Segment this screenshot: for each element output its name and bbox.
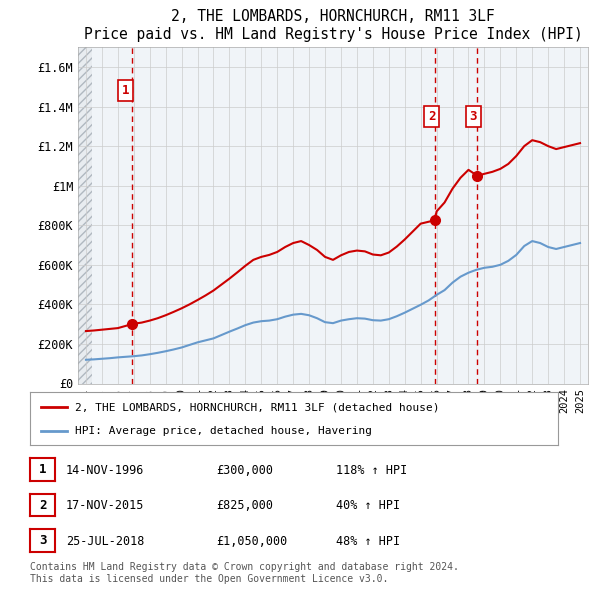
- Text: 3: 3: [470, 110, 477, 123]
- Text: 2, THE LOMBARDS, HORNCHURCH, RM11 3LF (detached house): 2, THE LOMBARDS, HORNCHURCH, RM11 3LF (d…: [75, 402, 439, 412]
- Title: 2, THE LOMBARDS, HORNCHURCH, RM11 3LF
Price paid vs. HM Land Registry's House Pr: 2, THE LOMBARDS, HORNCHURCH, RM11 3LF Pr…: [83, 9, 583, 42]
- Text: 2: 2: [428, 110, 436, 123]
- Text: 2: 2: [39, 499, 46, 512]
- Text: £825,000: £825,000: [216, 499, 273, 512]
- Text: 14-NOV-1996: 14-NOV-1996: [66, 464, 145, 477]
- Text: HPI: Average price, detached house, Havering: HPI: Average price, detached house, Have…: [83, 425, 380, 435]
- Text: 1: 1: [122, 84, 130, 97]
- Text: 3: 3: [39, 534, 46, 547]
- Text: £300,000: £300,000: [216, 464, 273, 477]
- Text: 40% ↑ HPI: 40% ↑ HPI: [336, 499, 400, 512]
- Text: 2, THE LOMBARDS, HORNCHURCH, RM11 3LF (detached house): 2, THE LOMBARDS, HORNCHURCH, RM11 3LF (d…: [83, 402, 448, 412]
- Text: 1: 1: [39, 463, 46, 476]
- Text: £1,050,000: £1,050,000: [216, 535, 287, 548]
- Text: HPI: Average price, detached house, Havering: HPI: Average price, detached house, Have…: [75, 425, 372, 435]
- Text: Contains HM Land Registry data © Crown copyright and database right 2024.
This d: Contains HM Land Registry data © Crown c…: [30, 562, 459, 584]
- Text: 17-NOV-2015: 17-NOV-2015: [66, 499, 145, 512]
- Text: 118% ↑ HPI: 118% ↑ HPI: [336, 464, 407, 477]
- Text: 48% ↑ HPI: 48% ↑ HPI: [336, 535, 400, 548]
- Text: 25-JUL-2018: 25-JUL-2018: [66, 535, 145, 548]
